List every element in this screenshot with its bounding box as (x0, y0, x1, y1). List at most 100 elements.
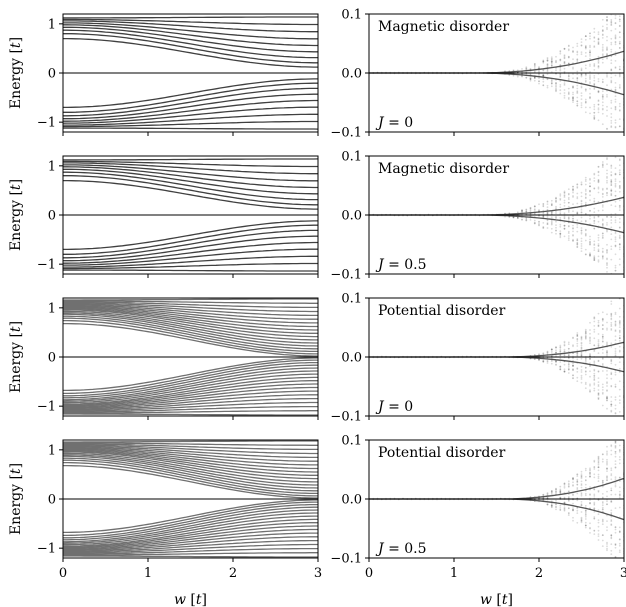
scatter-point (521, 209, 523, 212)
scatter-point (610, 88, 613, 91)
scatter-point (576, 473, 579, 476)
scatter-point (601, 352, 604, 354)
scatter-point (589, 353, 591, 355)
energy-level-line (63, 394, 318, 410)
scatter-point (610, 467, 613, 470)
scatter-point (614, 440, 617, 443)
scatter-point (593, 257, 596, 260)
scatter-point (563, 340, 566, 343)
scatter-point (546, 200, 549, 203)
scatter-point (593, 207, 596, 210)
scatter-point (546, 222, 549, 224)
scatter-point (525, 208, 528, 211)
scatter-point (589, 53, 591, 56)
scatter-point (572, 97, 574, 99)
scatter-point (529, 78, 532, 80)
scatter-point (614, 88, 617, 91)
scatter-point (589, 77, 591, 79)
scatter-point (606, 16, 608, 19)
scatter-point (597, 234, 600, 237)
energy-level-line (63, 248, 318, 266)
scatter-point (606, 327, 608, 330)
scatter-point (597, 533, 600, 535)
scatter-point (597, 370, 600, 373)
scatter-point (597, 80, 600, 83)
scatter-point (576, 521, 579, 524)
scatter-point (614, 329, 617, 332)
scatter-point (538, 203, 540, 206)
energy-level-line (63, 168, 318, 195)
scatter-point (597, 384, 600, 386)
y-axis-label: Energy [t] (8, 321, 24, 393)
scatter-point (614, 36, 617, 39)
scatter-point (546, 70, 549, 73)
scatter-point (576, 335, 579, 337)
scatter-point (606, 222, 608, 224)
scatter-point (610, 226, 613, 229)
scatter-point (546, 59, 549, 62)
scatter-point (618, 159, 621, 162)
scatter-point (618, 42, 621, 45)
y-tick-label: −0.1 (330, 126, 362, 141)
scatter-point (606, 351, 608, 354)
scatter-point (563, 224, 566, 227)
scatter-point (563, 212, 566, 215)
scatter-point (589, 210, 591, 212)
scatter-point (593, 344, 596, 347)
scatter-point (533, 222, 536, 225)
scatter-point (589, 190, 591, 193)
scatter-point (618, 542, 621, 545)
scatter-point (597, 42, 600, 45)
scatter-point (572, 96, 574, 99)
scatter-point (618, 173, 621, 176)
scatter-point (589, 252, 591, 255)
scatter-point (580, 68, 583, 71)
scatter-point (546, 208, 549, 211)
scatter-point (614, 240, 617, 243)
scatter-point (618, 339, 621, 342)
scatter-point (559, 58, 562, 61)
scatter-point (550, 223, 553, 226)
scatter-point (584, 524, 587, 527)
scatter-point (601, 164, 604, 166)
scatter-point (601, 209, 604, 212)
scatter-point (576, 473, 579, 475)
scatter-point (580, 74, 583, 76)
scatter-point (614, 323, 617, 325)
scatter-point (567, 486, 570, 488)
scatter-point (572, 189, 574, 192)
scatter-point (618, 15, 621, 18)
scatter-point (589, 217, 591, 220)
scatter-point (567, 205, 570, 208)
scatter-point (601, 196, 604, 198)
scatter-point (550, 62, 553, 65)
scatter-point (601, 534, 604, 536)
scatter-point (618, 226, 621, 229)
scatter-point (584, 330, 587, 333)
plot-area (63, 158, 318, 272)
energy-level-line (63, 464, 318, 499)
scatter-point (606, 373, 608, 376)
scatter-point (529, 78, 532, 81)
scatter-point (593, 369, 596, 372)
scatter-point (610, 325, 613, 327)
scatter-point (618, 18, 621, 21)
scatter-point (614, 352, 617, 355)
scatter-point (597, 473, 600, 476)
y-tick-label: 0.1 (341, 8, 362, 23)
scatter-point (597, 398, 600, 400)
scatter-point (589, 35, 591, 37)
scatter-point (576, 245, 579, 248)
scatter-point (584, 35, 587, 38)
scatter-point (593, 501, 596, 504)
scatter-point (542, 212, 545, 215)
scatter-point (584, 360, 587, 362)
scatter-point (593, 187, 596, 190)
scatter-point (576, 192, 579, 195)
scatter-point (567, 365, 570, 368)
scatter-point (597, 58, 600, 61)
scatter-point (542, 360, 545, 363)
scatter-point (538, 358, 540, 361)
scatter-point (550, 204, 553, 206)
scatter-point (614, 82, 617, 84)
